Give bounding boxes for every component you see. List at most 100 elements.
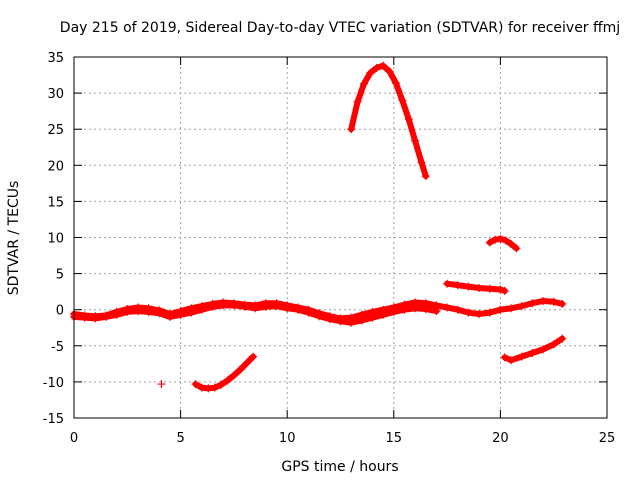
data-point (229, 301, 238, 310)
data-point (251, 304, 260, 313)
data-point (293, 305, 302, 314)
data-point (357, 316, 366, 325)
data-point (549, 297, 558, 306)
data-point (404, 115, 413, 124)
data-point (191, 380, 200, 389)
data-point (539, 297, 548, 306)
series-lower-right-segment (500, 334, 567, 365)
grid (74, 57, 607, 418)
data-point (155, 309, 164, 318)
data-point (507, 304, 516, 313)
data-point (400, 305, 409, 314)
data-point (512, 244, 521, 253)
series-line (192, 353, 257, 392)
data-point (398, 96, 407, 105)
data-point (549, 340, 558, 349)
data-point (144, 307, 153, 316)
data-point (411, 304, 420, 313)
data-point (500, 353, 509, 362)
y-axis-title: SDTVAR / TECUs (6, 181, 22, 296)
x-tick-label: 15 (386, 431, 403, 446)
data-point (464, 282, 473, 291)
y-tick-label: 10 (47, 232, 64, 247)
series-lower-left-arc (191, 352, 258, 393)
y-tick-label: 5 (56, 268, 64, 283)
data-point (347, 125, 356, 134)
data-point (368, 313, 377, 322)
data-point (123, 307, 132, 316)
y-tick-label: 15 (47, 195, 64, 210)
data-point (197, 383, 206, 392)
x-tick-label: 0 (70, 431, 78, 446)
series-upper-short-arc (485, 234, 521, 253)
data-point (558, 299, 567, 308)
series-lower-baseline (70, 301, 441, 327)
data-point (421, 172, 430, 181)
data-point (496, 305, 505, 314)
data-point (229, 371, 238, 380)
data-marks (70, 61, 567, 393)
data-point (389, 307, 398, 316)
data-point (197, 305, 206, 314)
data-point (443, 279, 452, 288)
y-tick-label: 35 (47, 51, 64, 66)
data-point (507, 356, 516, 365)
data-point (304, 308, 313, 317)
data-point (558, 334, 567, 343)
data-point (204, 384, 213, 393)
data-point (261, 302, 270, 311)
y-tick-label: 0 (56, 304, 64, 319)
data-point (242, 359, 251, 368)
data-point (240, 302, 249, 311)
data-point (283, 304, 292, 313)
data-point (336, 317, 345, 326)
y-tick-label: 20 (47, 159, 64, 174)
data-point (539, 345, 548, 354)
data-point (417, 158, 426, 167)
data-point (91, 314, 100, 323)
data-point (366, 68, 375, 77)
data-point (453, 281, 462, 290)
data-point (485, 284, 494, 293)
data-point (353, 97, 362, 106)
y-tick-label: -10 (43, 376, 64, 391)
data-point (272, 302, 281, 311)
data-point (491, 235, 500, 244)
data-point (379, 310, 388, 319)
data-point (359, 79, 368, 88)
data-point (453, 305, 462, 314)
data-point (236, 365, 245, 374)
data-point (464, 308, 473, 317)
data-point (385, 67, 394, 76)
y-tick-label: 30 (47, 87, 64, 102)
data-point (528, 299, 537, 308)
data-point (187, 308, 196, 317)
data-point (517, 352, 526, 361)
series-peak-arc (347, 61, 430, 181)
data-point (496, 285, 505, 294)
data-point (133, 307, 142, 316)
data-point (379, 61, 388, 70)
data-point (421, 304, 430, 313)
data-point (496, 234, 505, 243)
data-point (223, 376, 232, 385)
y-tick-label: 25 (47, 123, 64, 138)
x-axis-title: GPS time / hours (281, 459, 398, 475)
data-point (485, 308, 494, 317)
data-point (112, 310, 121, 319)
data-point (347, 318, 356, 327)
data-point (165, 312, 174, 321)
data-point (176, 310, 185, 319)
data-point (325, 315, 334, 324)
data-point (475, 310, 484, 319)
x-tick-label: 5 (176, 431, 184, 446)
data-point (101, 312, 110, 321)
data-point (315, 312, 324, 321)
data-point (475, 284, 484, 293)
series-mid-right-segment (443, 279, 509, 295)
data-point (432, 307, 441, 316)
data-point (411, 136, 420, 145)
series-line (348, 62, 429, 180)
data-point (208, 302, 217, 311)
